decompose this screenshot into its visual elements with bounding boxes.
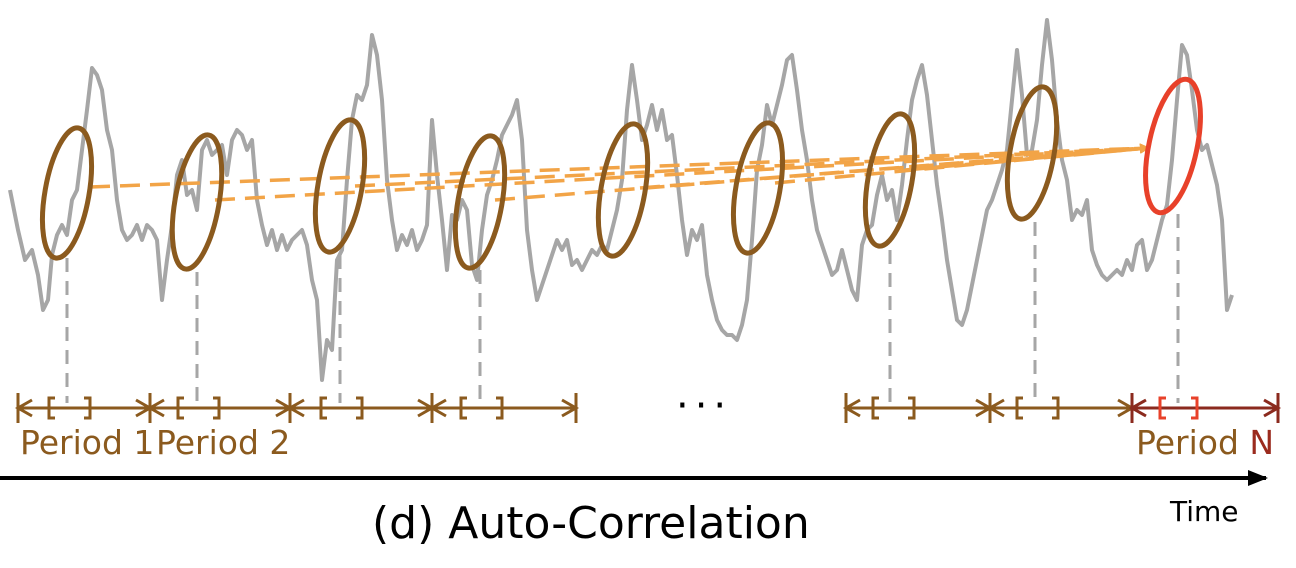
segment-ellipse-8 [1004, 84, 1060, 222]
period-bracket-4 [428, 393, 580, 423]
correlation-arrow-1 [89, 143, 1150, 189]
correlation-arrow-8 [1047, 143, 1150, 157]
period-bracket-1 [14, 393, 154, 423]
period-brackets [14, 393, 1136, 423]
time-series-line [8, 18, 1234, 382]
segment-ellipse-7 [862, 111, 918, 249]
period-n-number: N [1249, 423, 1275, 462]
period-2-label: Period 2 [156, 423, 291, 462]
segment-ellipse-3 [312, 117, 368, 255]
time-axis-label: Time [1170, 495, 1239, 528]
correlation-arrows [89, 143, 1150, 202]
period-bracket-6 [986, 393, 1136, 423]
segment-ellipse-1 [39, 125, 95, 261]
period-n-word: Period [1136, 423, 1239, 462]
segment-ellipse-6 [730, 120, 786, 256]
segment-ellipse-4 [452, 133, 508, 271]
current-segment-ellipse [1143, 76, 1203, 216]
segment-ellipse-2 [169, 132, 225, 272]
correlation-arrow-3 [354, 143, 1150, 188]
segment-ellipses [39, 84, 1060, 272]
period-1-label: Period 1 [20, 423, 155, 462]
period-n-label: Period N [1136, 426, 1274, 459]
period-bracket-5 [842, 393, 994, 423]
ellipsis-label: ··· [676, 383, 733, 429]
segment-ellipse-5 [595, 121, 651, 259]
correlation-arrow-7 [904, 143, 1150, 172]
period-guide-lines [65, 214, 1180, 403]
period-bracket-2 [146, 393, 294, 423]
diagram-caption: (d) Auto-Correlation [372, 498, 810, 549]
correlation-arrow-2 [214, 143, 1150, 202]
period-bracket-3 [286, 393, 436, 423]
period-bracket-last [1128, 393, 1282, 423]
